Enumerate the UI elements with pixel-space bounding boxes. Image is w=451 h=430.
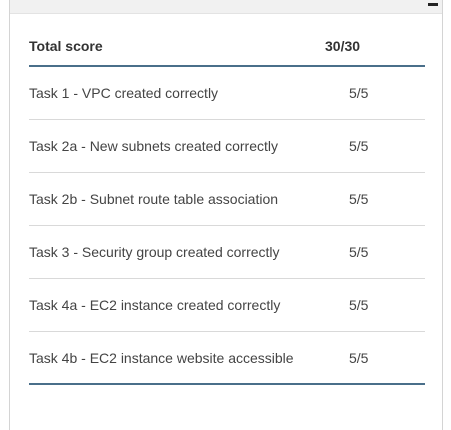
table-row: Task 2b - Subnet route table association… — [29, 173, 425, 226]
task-score: 5/5 — [349, 85, 369, 101]
panel-left-border — [9, 0, 10, 430]
task-score: 5/5 — [349, 349, 369, 366]
score-table: Total score 30/30 Task 1 - VPC created c… — [29, 26, 425, 385]
total-score-label: Total score — [29, 37, 103, 54]
panel-top-strip — [10, 0, 443, 14]
task-label: Task 2a - New subnets created correctly — [29, 138, 278, 154]
table-row: Task 4a - EC2 instance created correctly… — [29, 279, 425, 332]
total-score-value: 30/30 — [325, 37, 361, 54]
scrollbar-thumb[interactable] — [428, 3, 438, 6]
table-row: Task 4b - EC2 instance website accessibl… — [29, 332, 425, 385]
task-score: 5/5 — [349, 297, 369, 313]
task-label: Task 2b - Subnet route table association — [29, 191, 279, 207]
task-label: Task 4b - EC2 instance website accessibl… — [29, 349, 294, 366]
table-row: Task 2a - New subnets created correctly … — [29, 120, 425, 173]
panel-right-border — [442, 0, 443, 430]
task-score: 5/5 — [349, 138, 369, 154]
table-row: Task 1 - VPC created correctly 5/5 — [29, 67, 425, 120]
total-score-row: Total score 30/30 — [29, 26, 425, 67]
task-label: Task 3 - Security group created correctl… — [29, 244, 280, 260]
table-row: Task 3 - Security group created correctl… — [29, 226, 425, 279]
task-score: 5/5 — [349, 244, 369, 260]
task-label: Task 1 - VPC created correctly — [29, 85, 219, 101]
task-label: Task 4a - EC2 instance created correctly — [29, 297, 281, 313]
task-score: 5/5 — [349, 191, 369, 207]
